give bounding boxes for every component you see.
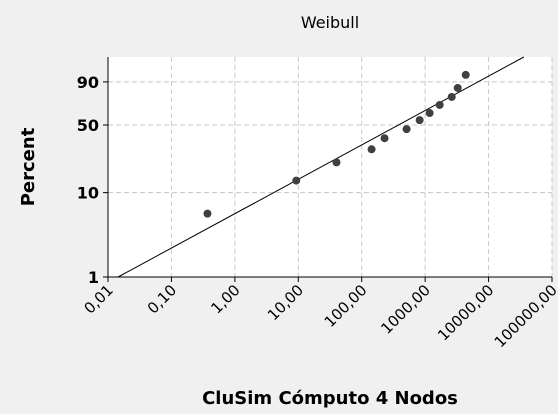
point bbox=[367, 145, 376, 154]
y-tick-label: 1 bbox=[88, 268, 99, 287]
y-tick-label: 50 bbox=[77, 116, 99, 135]
point bbox=[415, 116, 424, 125]
point bbox=[453, 83, 462, 92]
y-axis-label: Percent bbox=[18, 127, 39, 206]
x-axis-label: CluSim Cómputo 4 Nodos bbox=[202, 388, 458, 409]
point bbox=[332, 158, 341, 167]
fit-line bbox=[117, 56, 525, 278]
point bbox=[447, 92, 456, 101]
point bbox=[425, 109, 434, 118]
point bbox=[402, 125, 411, 134]
y-tick-label: 90 bbox=[77, 73, 99, 92]
point bbox=[292, 176, 301, 185]
chart-title: Weibull bbox=[301, 13, 359, 32]
point bbox=[380, 134, 389, 143]
point bbox=[461, 70, 470, 79]
point bbox=[435, 100, 444, 109]
plot-area bbox=[108, 57, 552, 277]
y-tick-label: 10 bbox=[77, 184, 99, 203]
point bbox=[203, 209, 212, 218]
